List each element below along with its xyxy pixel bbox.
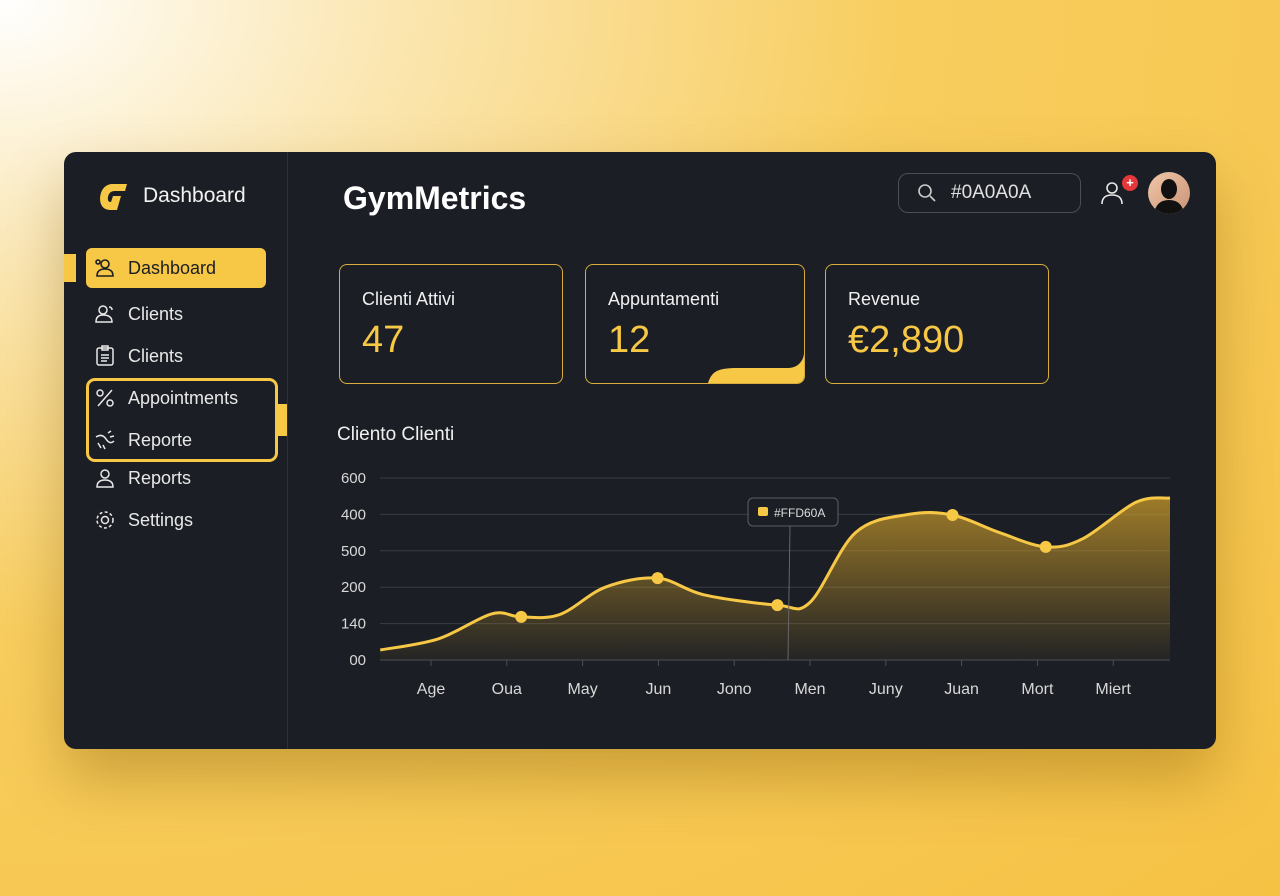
group-indicator bbox=[278, 404, 287, 436]
sidebar: Dashboard Dashboard Clients Clients Appo… bbox=[64, 152, 288, 749]
x-tick-label: May bbox=[567, 681, 597, 698]
gear-icon bbox=[96, 511, 114, 529]
y-tick-label: 400 bbox=[341, 506, 366, 523]
sidebar-item-label: Settings bbox=[128, 509, 194, 530]
stat-card-revenue: Revenue €2,890 bbox=[825, 264, 1049, 384]
data-point bbox=[1039, 540, 1052, 553]
stat-card-appointments: Appuntamenti 12 bbox=[585, 264, 805, 384]
sidebar-item-label: Dashboard bbox=[128, 257, 217, 278]
stat-label: Revenue bbox=[848, 289, 921, 309]
area-fill bbox=[380, 497, 1170, 660]
brand: Dashboard bbox=[97, 178, 246, 214]
page-title: GymMetrics bbox=[343, 180, 527, 216]
x-tick-label: Oua bbox=[492, 681, 522, 698]
data-point bbox=[515, 610, 528, 623]
sidebar-item-label: Clients bbox=[128, 345, 184, 366]
y-tick-label: 500 bbox=[341, 543, 366, 560]
logo-icon bbox=[100, 184, 127, 210]
percent-icon bbox=[96, 389, 114, 407]
x-tick-label: Juny bbox=[869, 681, 903, 698]
stat-label: Appuntamenti bbox=[608, 289, 720, 309]
x-tick-label: Juan bbox=[944, 681, 979, 698]
stat-value: €2,890 bbox=[848, 319, 965, 361]
sidebar-item-clients[interactable]: Clients bbox=[86, 294, 266, 334]
y-tick-label: 140 bbox=[341, 616, 366, 633]
user-profile-icon[interactable] bbox=[1100, 180, 1124, 206]
user-icon bbox=[96, 469, 114, 488]
search-icon bbox=[918, 184, 936, 202]
series-line bbox=[379, 496, 1171, 652]
x-tick-label: Age bbox=[417, 681, 446, 698]
y-tick-label: 00 bbox=[349, 652, 366, 669]
brand-name: Dashboard bbox=[143, 184, 246, 207]
sidebar-item-settings[interactable]: Settings bbox=[86, 500, 266, 540]
data-point bbox=[771, 599, 784, 612]
x-tick-label: Men bbox=[794, 681, 825, 698]
sidebar-item-appointments[interactable]: Appointments bbox=[86, 378, 266, 418]
search-value: #0A0A0A bbox=[951, 182, 1032, 203]
stat-value: 12 bbox=[608, 319, 651, 361]
sidebar-item-label: Appointments bbox=[128, 387, 239, 408]
data-point bbox=[651, 572, 664, 585]
x-tick-label: Jun bbox=[646, 681, 672, 698]
sidebar-item-label: Clients bbox=[128, 303, 184, 324]
user-cloud-icon bbox=[95, 305, 113, 323]
data-point bbox=[946, 509, 959, 522]
tooltip-pointer bbox=[787, 525, 791, 661]
card-accent bbox=[708, 353, 804, 383]
sidebar-item-label: Reports bbox=[128, 467, 192, 488]
sidebar-item-reports[interactable]: Reports bbox=[86, 458, 266, 498]
tooltip-label: #FFD60A bbox=[774, 506, 825, 520]
stat-value: 47 bbox=[362, 319, 405, 361]
stat-card-active-clients: Clienti Attivi 47 bbox=[339, 264, 563, 384]
chart-title: Cliento Clienti bbox=[337, 424, 455, 445]
sidebar-item-clients-list[interactable]: Clients bbox=[86, 336, 266, 376]
x-tick-label: Miert bbox=[1095, 681, 1131, 698]
y-tick-label: 600 bbox=[341, 470, 366, 487]
avatar[interactable] bbox=[1148, 172, 1190, 214]
y-tick-label: 200 bbox=[341, 579, 366, 596]
wind-icon bbox=[95, 430, 115, 450]
highlight-group bbox=[86, 378, 278, 462]
sidebar-item-reporte[interactable]: Reporte bbox=[86, 420, 266, 460]
search-input[interactable]: #0A0A0A bbox=[898, 173, 1081, 213]
dashboard-window: Dashboard Dashboard Clients Clients Appo… bbox=[64, 152, 1216, 749]
x-tick-label: Jono bbox=[717, 681, 752, 698]
stat-label: Clienti Attivi bbox=[362, 289, 456, 309]
tooltip bbox=[747, 497, 839, 527]
sidebar-item-label: Reporte bbox=[128, 429, 193, 450]
clipboard-icon bbox=[96, 345, 114, 366]
sidebar-item-dashboard[interactable]: Dashboard bbox=[86, 248, 266, 288]
users-icon bbox=[95, 259, 114, 277]
notification-badge: + bbox=[1122, 175, 1138, 191]
tooltip-swatch bbox=[758, 507, 768, 516]
x-tick-label: Mort bbox=[1021, 681, 1054, 698]
active-indicator bbox=[64, 254, 76, 282]
